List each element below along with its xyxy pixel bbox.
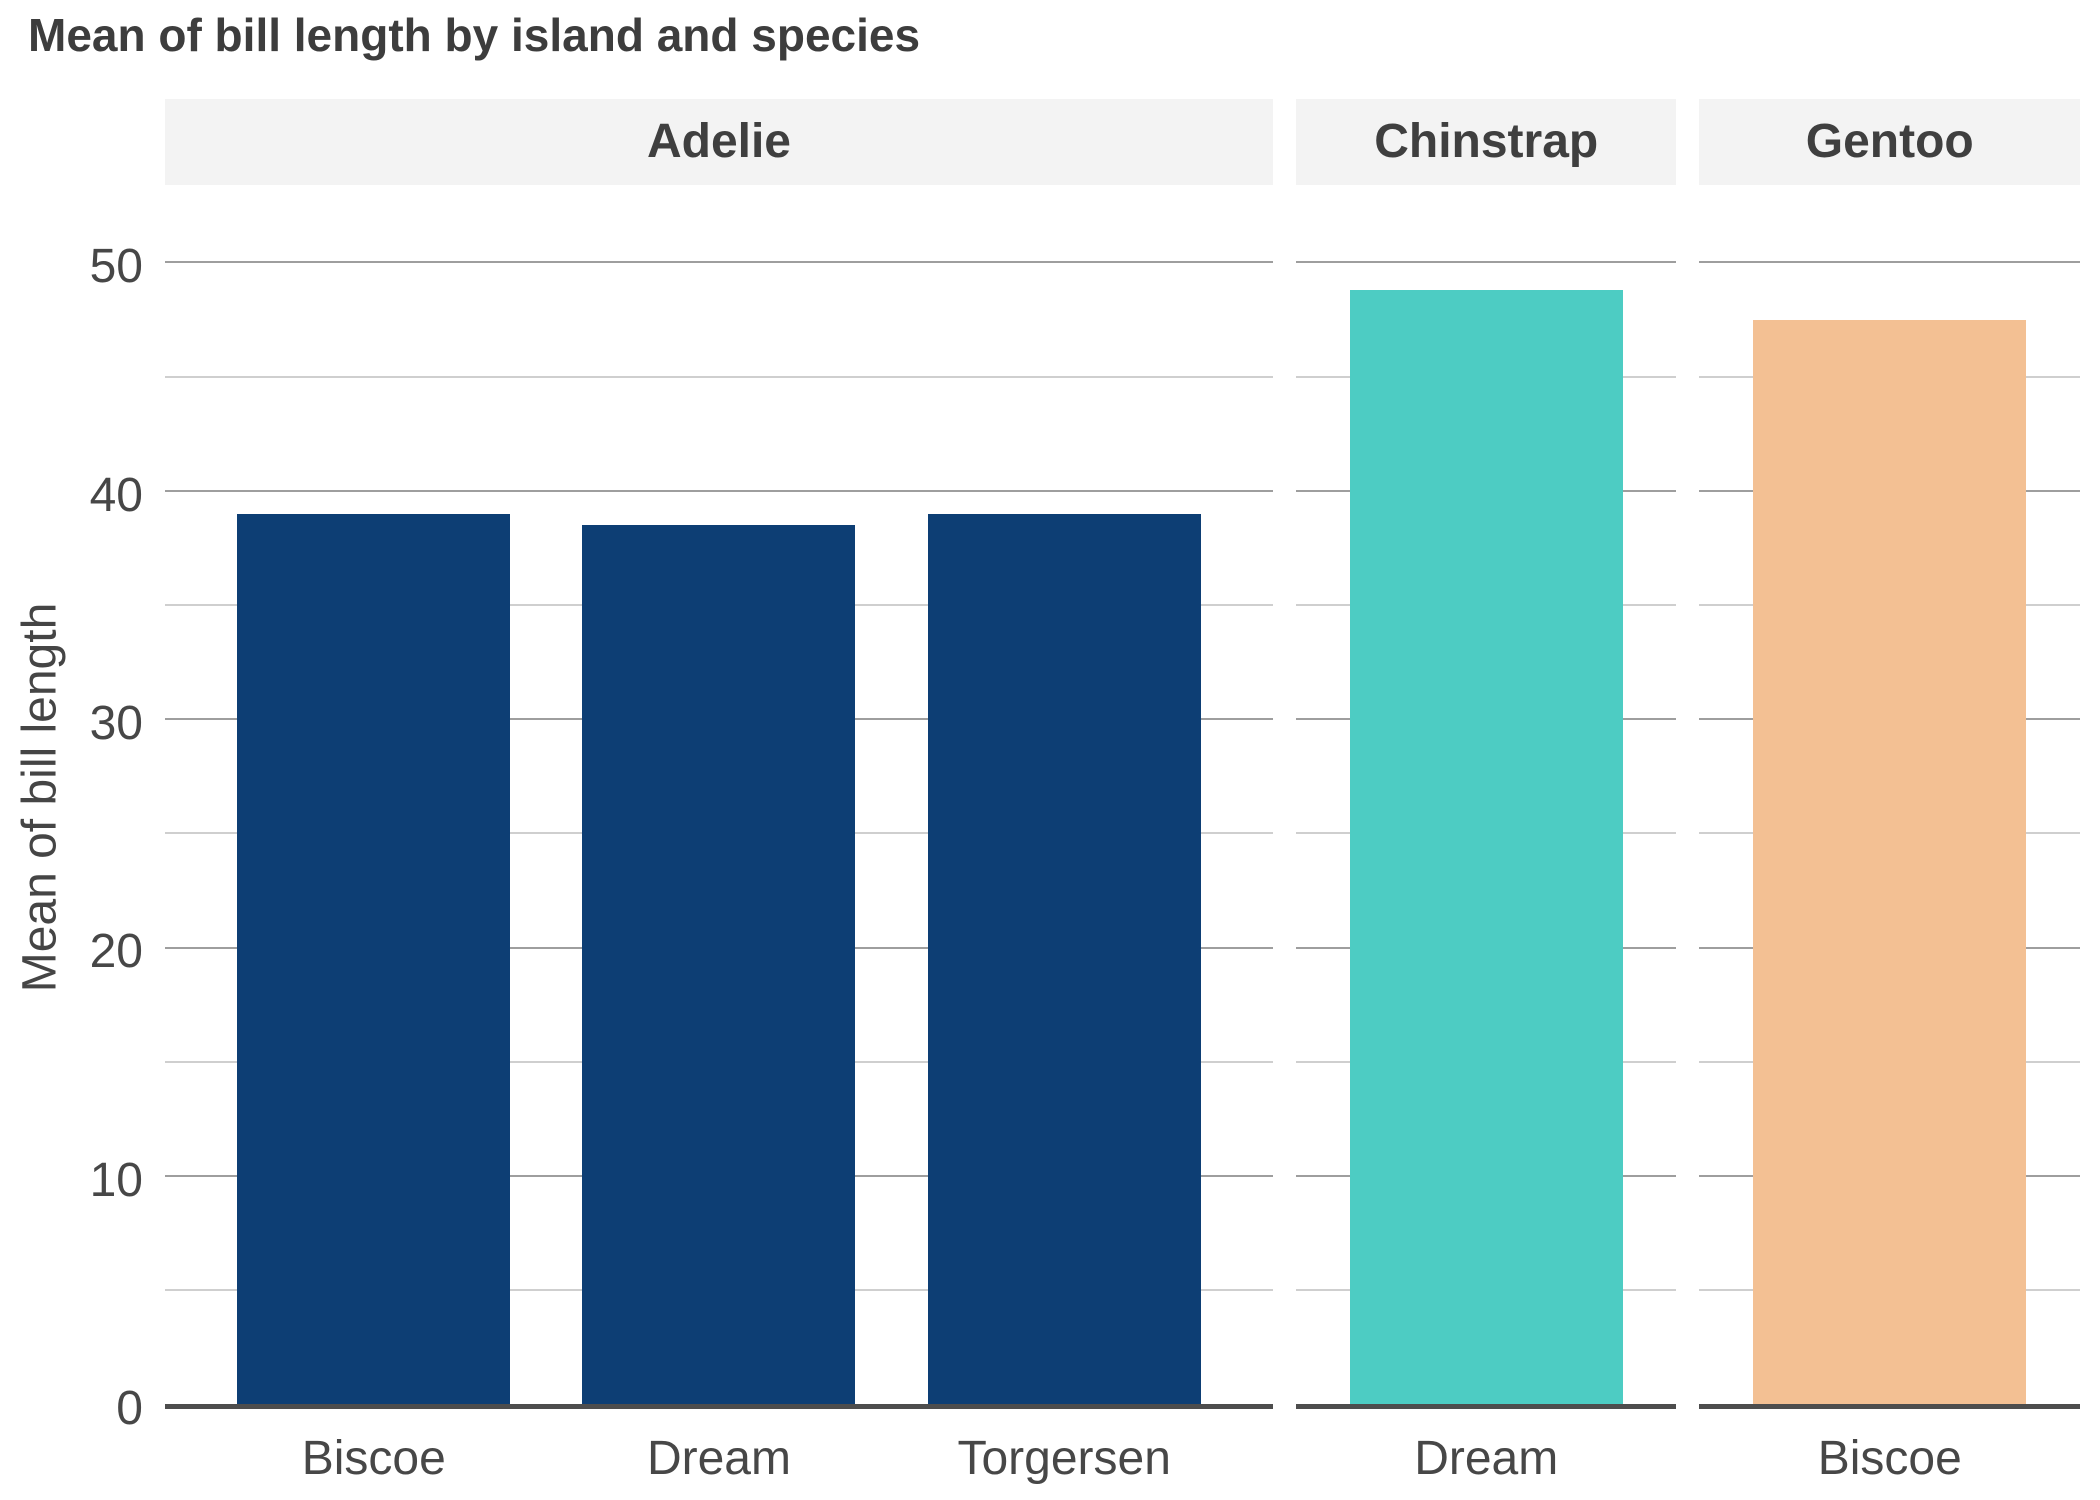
x-axis-label-dream: Dream bbox=[646, 1432, 791, 1486]
y-tick-label: 0 bbox=[116, 1382, 143, 1435]
bars-group bbox=[165, 185, 1273, 1405]
y-tick-label: 20 bbox=[89, 925, 143, 979]
major-gridline bbox=[1699, 261, 2080, 264]
bars-group bbox=[1699, 185, 2080, 1405]
x-axis-label-torgersen: Torgersen bbox=[957, 1432, 1171, 1486]
chart-body: Mean of bill length 0 10 20 30 40 50 Adelie Bi… bbox=[0, 99, 2100, 1500]
y-tick-label: 30 bbox=[89, 696, 143, 750]
x-axis-label-biscoe: Biscoe bbox=[301, 1432, 446, 1486]
y-axis-title: Mean of bill length bbox=[0, 185, 80, 1409]
minor-gridline bbox=[165, 375, 1273, 378]
bar-adelie-torgersen bbox=[927, 513, 1201, 1405]
facet-strip-adelie: Adelie bbox=[165, 99, 1273, 185]
facet-panel-gentoo bbox=[1699, 184, 2080, 1410]
x-axis-label-dream: Dream bbox=[1414, 1432, 1559, 1486]
y-axis: Mean of bill length 0 10 20 30 40 50 bbox=[0, 99, 165, 1500]
facet-panel-chinstrap bbox=[1295, 184, 1677, 1410]
x-axis-labels: Dream bbox=[1296, 1409, 1677, 1500]
bar-adelie-biscoe bbox=[237, 513, 511, 1405]
facet-strip-gentoo: Gentoo bbox=[1699, 99, 2080, 185]
y-tick-label: 50 bbox=[89, 240, 143, 294]
major-gridline bbox=[1295, 261, 1677, 264]
facet-strip-label: Gentoo bbox=[1805, 115, 1974, 169]
major-gridline bbox=[165, 261, 1273, 264]
facet-strip-chinstrap: Chinstrap bbox=[1295, 99, 1677, 185]
facet-strip-label: Chinstrap bbox=[1374, 115, 1599, 169]
x-axis-label-biscoe: Biscoe bbox=[1817, 1432, 1962, 1486]
facet-panel-adelie bbox=[165, 184, 1273, 1410]
facet-chinstrap: Chinstrap Dream bbox=[1295, 99, 1677, 1500]
x-axis-labels: Biscoe bbox=[1699, 1409, 2080, 1500]
x-axis-labels: Biscoe Dream Torgersen bbox=[165, 1409, 1273, 1500]
bar-adelie-dream bbox=[582, 525, 856, 1405]
major-gridline bbox=[165, 489, 1273, 492]
facet-gentoo: Gentoo Biscoe bbox=[1699, 99, 2080, 1500]
bars-group bbox=[1296, 185, 1677, 1405]
facet-adelie: Adelie Biscoe Dream Torgersen bbox=[165, 99, 1273, 1500]
y-axis-title-text: Mean of bill length bbox=[13, 602, 67, 992]
facet-strip-label: Adelie bbox=[646, 115, 791, 169]
chart-title: Mean of bill length by island and specie… bbox=[28, 9, 921, 61]
y-tick-label: 10 bbox=[89, 1153, 143, 1207]
bar-chinstrap-dream bbox=[1349, 289, 1623, 1405]
y-tick-label: 40 bbox=[89, 468, 143, 522]
bar-gentoo-biscoe bbox=[1753, 319, 2027, 1405]
facet-panels: Adelie Biscoe Dream Torgersen Chinstrap Dream… bbox=[165, 99, 2100, 1500]
